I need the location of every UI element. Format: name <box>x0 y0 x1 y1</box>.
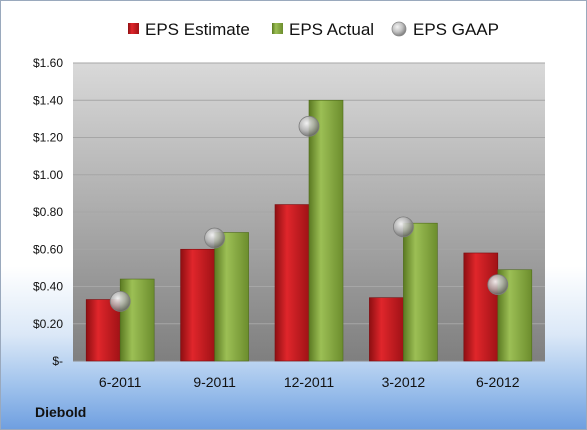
legend-label-estimate: EPS Estimate <box>145 20 250 39</box>
gaap-markers <box>109 115 509 312</box>
bar-eps-actual <box>403 222 438 362</box>
bar-eps-estimate <box>180 248 215 362</box>
y-axis-ticks: $- $0.20 $0.40 $0.60 $0.80 $1.00 $1.20 $1.40 $1.… <box>33 56 63 368</box>
y-tick-label: $0.20 <box>33 317 63 331</box>
bar-eps-estimate <box>369 297 404 362</box>
x-tick-label: 6-2011 <box>99 374 142 390</box>
legend-label-gaap: EPS GAAP <box>413 20 499 39</box>
bar-eps-actual <box>308 99 344 362</box>
bar-eps-estimate <box>463 252 499 362</box>
legend: EPS Estimate EPS Actual EPS GAAP <box>128 20 499 39</box>
x-tick-label: 3-2012 <box>382 374 426 390</box>
y-tick-label: $1.00 <box>33 168 63 182</box>
marker-eps-gaap <box>392 216 414 238</box>
y-tick-label: $0.60 <box>33 242 63 256</box>
legend-marker-gaap <box>391 21 407 37</box>
bar-eps-estimate <box>274 204 310 362</box>
y-tick-label: $1.20 <box>33 131 63 145</box>
y-tick-label: $1.40 <box>33 93 63 107</box>
marker-eps-gaap <box>204 227 226 249</box>
y-tick-label: $1.60 <box>33 56 63 70</box>
company-name: Diebold <box>35 404 87 420</box>
x-tick-label: 9-2011 <box>193 374 236 390</box>
x-axis-labels: 6-2011 9-2011 12-2011 3-2012 6-2012 <box>99 374 520 390</box>
bar-eps-actual <box>119 278 155 362</box>
legend-swatch-actual <box>272 23 283 34</box>
legend-label-actual: EPS Actual <box>289 20 374 39</box>
x-tick-label: 12-2011 <box>284 374 335 390</box>
bar-eps-actual <box>214 232 249 362</box>
y-tick-label: $- <box>52 354 63 368</box>
marker-eps-gaap <box>298 115 320 137</box>
marker-eps-gaap <box>109 290 131 312</box>
y-tick-label: $0.80 <box>33 205 63 219</box>
marker-eps-gaap <box>487 274 509 296</box>
x-tick-label: 6-2012 <box>476 374 520 390</box>
y-tick-label: $0.40 <box>33 280 63 294</box>
legend-swatch-estimate <box>128 23 139 34</box>
